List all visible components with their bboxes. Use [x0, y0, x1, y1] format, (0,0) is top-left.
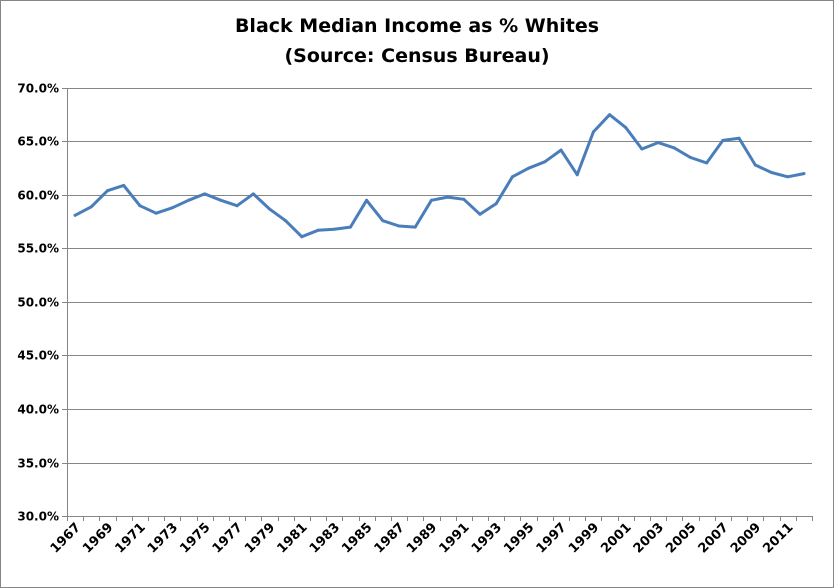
data-point	[122, 183, 126, 187]
data-point	[478, 212, 482, 216]
data-point	[640, 147, 644, 151]
x-tick-label: 1993	[469, 520, 505, 556]
x-tick-label: 1997	[534, 520, 570, 556]
y-tick-label: 60.0%	[17, 189, 59, 203]
data-point	[802, 172, 806, 176]
data-point	[770, 171, 773, 174]
data-point	[154, 211, 158, 215]
x-tick-label: 1985	[339, 520, 375, 556]
x-tick-label: 2005	[663, 520, 699, 556]
data-point	[608, 113, 612, 117]
x-tick-label: 1973	[145, 520, 181, 556]
data-point	[429, 198, 433, 202]
x-tick-label: 1991	[436, 520, 472, 556]
chart-title: Black Median Income as % Whites	[234, 15, 600, 37]
x-tick-label: 1975	[177, 520, 213, 556]
y-tick-label: 40.0%	[17, 403, 59, 417]
data-point	[705, 161, 709, 165]
x-tick-label: 1969	[80, 520, 116, 556]
gridlines	[67, 88, 812, 464]
y-tick-label: 45.0%	[17, 349, 59, 363]
x-tick-label: 1995	[501, 520, 537, 556]
data-point	[446, 195, 450, 199]
x-tick-label: 1983	[307, 520, 343, 556]
data-point	[170, 206, 174, 210]
y-tick-label: 70.0%	[17, 82, 59, 96]
data-point	[300, 235, 304, 239]
data-point	[251, 192, 255, 196]
data-point	[575, 173, 579, 177]
y-tick-label: 55.0%	[17, 242, 59, 256]
data-point	[462, 197, 466, 201]
x-tick-label: 2009	[728, 520, 764, 556]
data-point	[316, 228, 320, 232]
x-tick-label: 2003	[631, 520, 667, 556]
y-tick-label: 50.0%	[17, 296, 59, 310]
data-point	[284, 219, 288, 223]
data-point	[348, 225, 352, 229]
x-tick-label: 1987	[372, 520, 408, 556]
data-point	[753, 163, 757, 167]
chart-subtitle: (Source: Census Bureau)	[284, 45, 550, 67]
x-tick-label: 2001	[598, 520, 634, 556]
x-tick-label: 2011	[760, 520, 796, 556]
data-point	[397, 224, 401, 228]
series-layer	[73, 113, 806, 239]
data-point	[624, 126, 628, 130]
axes	[62, 88, 813, 521]
data-point	[737, 136, 741, 140]
data-point	[786, 175, 790, 179]
data-point	[689, 156, 692, 159]
y-tick-label: 35.0%	[17, 457, 59, 471]
data-point	[187, 198, 190, 202]
x-tick-label: 1967	[48, 520, 84, 556]
data-point	[73, 213, 77, 217]
y-tick-label: 65.0%	[17, 135, 59, 149]
data-point	[721, 138, 725, 142]
data-point	[235, 204, 239, 208]
data-point	[672, 146, 676, 150]
data-point	[106, 189, 109, 193]
x-tick-label: 1981	[274, 520, 310, 556]
x-tick-label: 1989	[404, 520, 440, 556]
data-point	[413, 225, 417, 229]
data-point	[89, 205, 93, 209]
data-point	[510, 175, 514, 179]
data-point	[365, 198, 369, 202]
data-point	[267, 207, 271, 211]
series-line	[73, 113, 806, 239]
x-tick-label: 1979	[242, 520, 278, 556]
x-tick-label: 1971	[113, 520, 149, 556]
data-point	[203, 192, 207, 196]
x-tick-label: 1977	[210, 520, 246, 556]
y-tick-label: 30.0%	[17, 510, 59, 524]
data-point	[527, 166, 531, 170]
data-point	[138, 204, 142, 208]
data-point	[543, 160, 547, 164]
data-point	[656, 141, 660, 145]
x-tick-label: 1999	[566, 520, 602, 556]
x-tick-label: 2007	[696, 520, 732, 556]
y-tick-labels: 30.0% 35.0% 40.0% 45.0% 50.0% 55.0% 60.0% 65.0%…	[17, 82, 59, 524]
data-point	[381, 219, 385, 223]
data-point	[559, 148, 563, 152]
data-point	[591, 130, 595, 134]
data-point	[494, 202, 498, 206]
data-point	[332, 227, 336, 231]
data-point	[219, 198, 223, 202]
x-tick-labels: 1967196919711973197519771979198119831985…	[48, 520, 797, 556]
